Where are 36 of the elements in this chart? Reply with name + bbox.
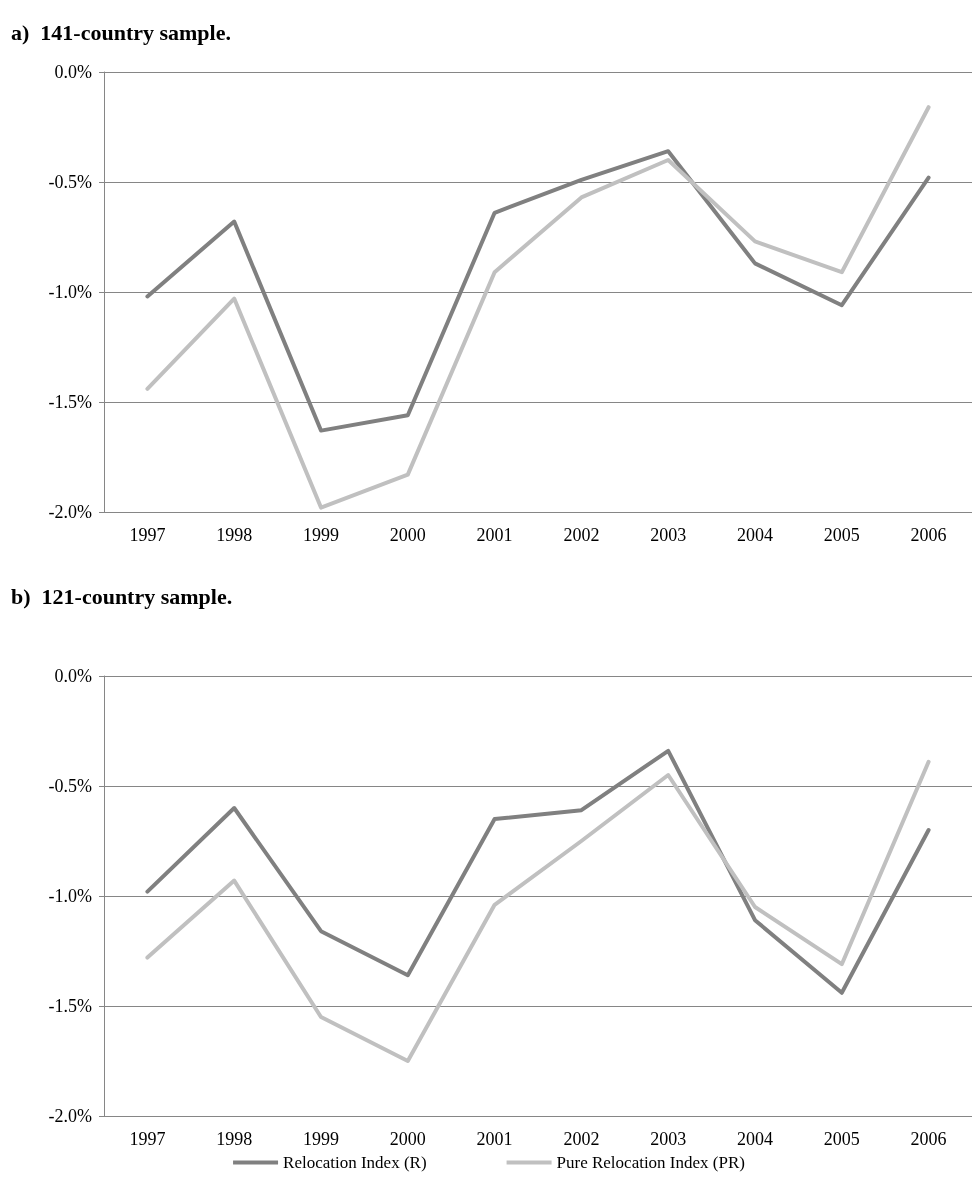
- y-tick-label: 0.0%: [54, 62, 92, 82]
- y-tick-label: -0.5%: [48, 172, 92, 192]
- y-tick-label: -2.0%: [48, 502, 92, 522]
- x-tick-label: 2002: [563, 1129, 600, 1149]
- x-tick-label: 1999: [303, 525, 339, 545]
- legend-label: Relocation Index (R): [283, 1153, 427, 1172]
- y-tick-label: -2.0%: [48, 1106, 92, 1126]
- x-tick-label: 1997: [129, 1129, 166, 1149]
- x-tick-label: 2001: [476, 525, 513, 545]
- y-tick-label: -1.0%: [48, 282, 92, 302]
- x-tick-label: 2000: [389, 525, 426, 545]
- x-tick-label: 1999: [303, 1129, 339, 1149]
- x-tick-label: 2002: [563, 525, 600, 545]
- x-tick-label: 2004: [737, 1129, 773, 1149]
- x-tick-label: 2005: [823, 525, 860, 545]
- x-tick-label: 2003: [650, 525, 687, 545]
- x-tick-label: 2004: [737, 525, 773, 545]
- chart-title: a) 141-country sample.: [11, 19, 231, 45]
- x-tick-label: 2003: [650, 1129, 687, 1149]
- x-tick-label: 1997: [129, 525, 166, 545]
- y-tick-label: 0.0%: [54, 666, 92, 686]
- x-tick-label: 2005: [823, 1129, 860, 1149]
- x-tick-label: 2006: [910, 525, 947, 545]
- chart-title: b) 121-country sample.: [11, 583, 233, 609]
- y-tick-label: -1.0%: [48, 886, 92, 906]
- y-tick-label: -1.5%: [48, 996, 92, 1016]
- line-series: [145, 759, 931, 1063]
- x-tick-label: 2000: [389, 1129, 426, 1149]
- y-tick-label: -1.5%: [48, 392, 92, 412]
- x-tick-label: 2001: [476, 1129, 513, 1149]
- x-tick-label: 1998: [216, 1129, 253, 1149]
- x-tick-label: 2006: [910, 1129, 947, 1149]
- line-series: [145, 105, 931, 510]
- x-tick-label: 1998: [216, 525, 253, 545]
- legend-label: Pure Relocation Index (PR): [556, 1153, 745, 1172]
- y-tick-label: -0.5%: [48, 776, 92, 796]
